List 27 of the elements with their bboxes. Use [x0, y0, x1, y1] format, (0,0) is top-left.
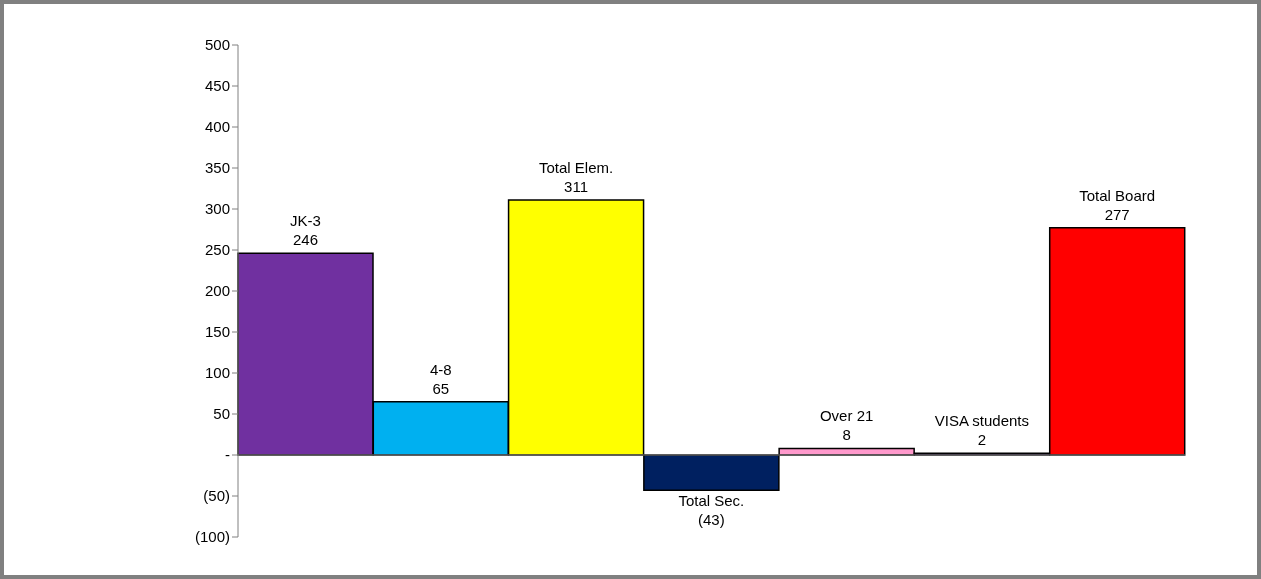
x-tick-label: Over 21 — [819, 407, 874, 425]
y-tick-label: 400 — [204, 118, 230, 136]
x-tick-label: JK-3 — [290, 212, 321, 230]
data-label: 65 — [432, 379, 450, 397]
y-tick-label: 50 — [213, 405, 230, 423]
y-tick-label: 150 — [204, 323, 230, 341]
data-label: 2 — [977, 431, 987, 449]
data-label: 311 — [564, 177, 589, 195]
y-tick-label: 300 — [204, 200, 230, 218]
data-label: 246 — [292, 231, 319, 249]
x-tick-label: 4-8 — [429, 360, 452, 378]
data-label: 277 — [1104, 205, 1130, 223]
data-label: 8 — [842, 426, 851, 444]
x-tick-label: Total Elem. — [538, 158, 614, 176]
y-tick-label: 500 — [204, 36, 230, 54]
y-tick-label: - — [225, 446, 230, 464]
y-tick-label: 200 — [204, 282, 230, 300]
x-tick-label: Total Board — [1079, 186, 1156, 204]
y-tick-label: 250 — [204, 241, 230, 259]
y-tick-label: 350 — [204, 159, 230, 177]
x-tick-label: Total Sec. — [678, 492, 745, 510]
y-tick-label: 100 — [204, 364, 230, 382]
y-tick-label: (50) — [203, 487, 230, 505]
x-tick-label: VISA students — [934, 412, 1030, 430]
data-label: (43) — [698, 511, 725, 529]
y-tick-label: 450 — [204, 77, 230, 95]
y-tick-label: (100) — [194, 528, 230, 546]
